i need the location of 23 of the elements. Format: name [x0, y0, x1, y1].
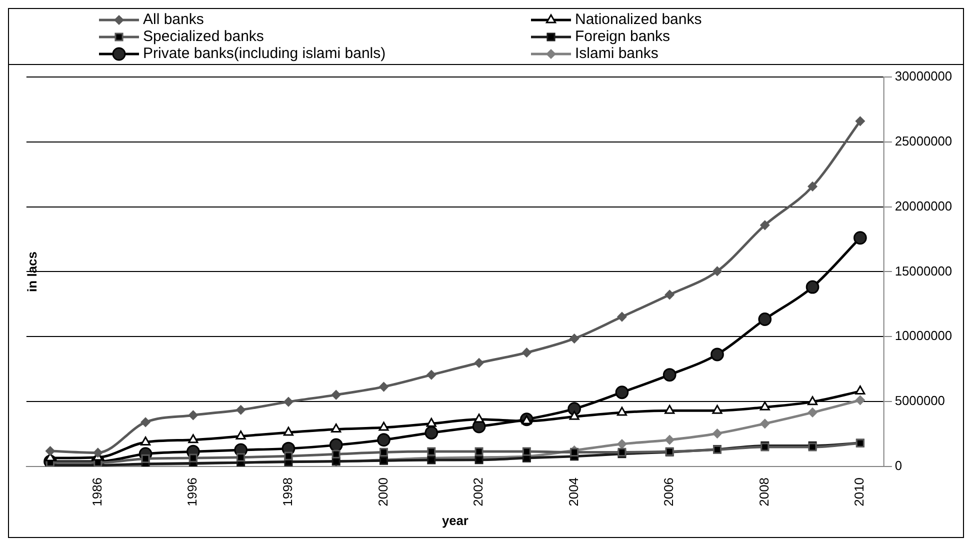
y-tick-label: 15000000 — [894, 263, 952, 278]
x-axis-title: year — [442, 512, 468, 528]
legend-label: All banks — [143, 11, 204, 28]
y-tick-label: 30000000 — [894, 68, 952, 84]
y-tick-label: 5000000 — [894, 393, 945, 408]
y-tick-label: 10000000 — [894, 328, 952, 344]
x-tick-label: 1996 — [184, 477, 200, 506]
x-tick-label: 2006 — [661, 477, 676, 506]
legend-label: Nationalized banks — [575, 11, 702, 28]
legend-label: Islami banks — [575, 45, 658, 62]
y-tick-label: 25000000 — [894, 133, 952, 149]
x-tick-label: 2010 — [852, 477, 867, 506]
x-tick-label: 2008 — [756, 477, 772, 506]
x-tick-label: 1986 — [89, 477, 104, 506]
x-tick-label: 2004 — [566, 477, 581, 506]
legend-label: Private banks(including islami banls) — [143, 45, 386, 62]
x-tick-label: 2000 — [375, 477, 390, 506]
y-tick-label: 0 — [894, 458, 902, 474]
y-tick-label: 20000000 — [894, 198, 952, 214]
x-tick-label: 1998 — [280, 477, 295, 506]
x-tick-label: 2002 — [470, 477, 486, 506]
legend-label: Specialized banks — [143, 28, 264, 45]
legend-label: Foreign banks — [575, 28, 670, 45]
